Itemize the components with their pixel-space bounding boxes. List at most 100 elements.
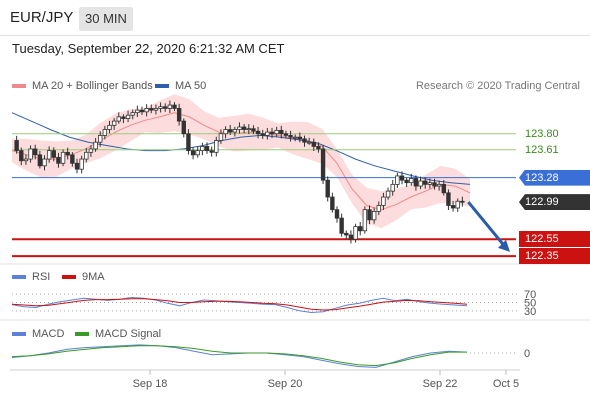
candle-body (432, 182, 437, 187)
candle-body (111, 120, 117, 126)
macd-signal-line (11, 345, 467, 367)
candle-body (237, 126, 242, 130)
candle-body (320, 148, 326, 181)
candle-body (172, 104, 177, 109)
legend-rsi-label: RSI (32, 271, 51, 283)
candle-body (139, 109, 145, 113)
candle-body (274, 129, 279, 135)
rsi-tick-label: 30 (524, 306, 536, 318)
time-axis-label: Sep 20 (268, 378, 303, 390)
level-label-pivot: 123.28 (519, 169, 590, 186)
candle-body (163, 106, 168, 109)
candle-body (74, 162, 80, 170)
candle-body (339, 217, 344, 234)
candle-body (204, 146, 210, 152)
forecast-arrow-line (467, 201, 508, 249)
rsi-line (11, 296, 468, 314)
candle-body (14, 140, 19, 152)
chart-header: EUR/JPY 30 MIN (0, 0, 590, 36)
candle-body (265, 131, 270, 136)
candle-body (65, 151, 70, 156)
timestamp: Tuesday, September 22, 2020 6:21:32 AM C… (12, 41, 285, 56)
candle-body (409, 178, 414, 184)
timeframe-badge[interactable]: 30 MIN (79, 7, 133, 31)
candle-body (84, 151, 89, 160)
level-label-current: 122.99 (519, 194, 590, 211)
legend-ma20-swatch (12, 84, 26, 88)
candle-body (209, 150, 214, 153)
candle-body (93, 141, 98, 150)
candle-body (334, 209, 340, 219)
currency-pair: EUR/JPY (10, 9, 74, 26)
candle-body (260, 133, 265, 136)
candle-body (46, 150, 52, 160)
legend-rsi: RSI (12, 271, 50, 283)
candle-body (107, 124, 112, 130)
candle-body (311, 141, 316, 147)
forecast-arrow-head (498, 239, 510, 252)
candle-body (232, 129, 238, 133)
candle-body (79, 158, 84, 170)
candle-body (246, 128, 251, 131)
bollinger-band (12, 94, 470, 229)
candle-body (33, 148, 38, 156)
candle-body (228, 129, 233, 133)
candle-body (200, 146, 205, 152)
candle-body (251, 128, 256, 132)
candle-body (116, 116, 121, 122)
legend-9ma: 9MA (62, 271, 105, 283)
legend-macd-signal-label: MACD Signal (95, 328, 162, 340)
candle-body (297, 136, 303, 140)
candle-body (241, 126, 247, 130)
candle-body (446, 192, 451, 206)
candle-body (195, 150, 200, 156)
candle-body (399, 175, 405, 181)
candle-body (283, 133, 289, 136)
candle-body (121, 116, 126, 119)
legend-ma20: MA 20 + Bollinger Bands (12, 80, 153, 92)
level-label-resistance: 123.61 (525, 143, 559, 156)
legend-ma50-label: MA 50 (175, 80, 207, 92)
candle-body (404, 179, 409, 184)
candle-body (88, 148, 94, 153)
candle-body (51, 150, 56, 158)
candle-body (255, 130, 261, 135)
candle-body (56, 156, 61, 164)
legend-macd-label: MACD (32, 328, 65, 340)
candle-body (19, 150, 24, 162)
candle-body (450, 205, 456, 209)
candle-body (288, 135, 293, 138)
legend-macd-signal-swatch (75, 332, 89, 336)
legend-rsi-swatch (12, 275, 26, 279)
ma20-line (11, 112, 471, 211)
candle-body (223, 129, 228, 135)
rsi-9ma-line (11, 298, 468, 311)
legend-macd-signal: MACD Signal (75, 328, 161, 340)
candle-body (70, 154, 75, 164)
candle-body (358, 226, 363, 232)
candle-body (190, 150, 196, 156)
legend-9ma-label: 9MA (82, 271, 105, 283)
candle-body (98, 135, 103, 143)
candle-body (60, 151, 66, 164)
candle-body (167, 104, 173, 109)
candle-body (441, 183, 446, 194)
candle-body (436, 183, 442, 187)
candle-body (371, 210, 377, 221)
candle-body (144, 108, 149, 113)
time-axis-label: Sep 22 (423, 378, 458, 390)
macd-line (11, 344, 468, 368)
candle-body (330, 196, 335, 211)
time-axis-label: Oct 5 (493, 378, 519, 390)
candle-body (102, 129, 108, 136)
candle-body (348, 234, 354, 240)
candle-body (130, 112, 135, 116)
candle-body (344, 232, 349, 236)
ma50-line (11, 112, 471, 185)
time-axis-label: Sep 18 (133, 378, 168, 390)
legend-macd: MACD (12, 328, 64, 340)
candle-body (362, 209, 368, 232)
legend-ma50: MA 50 (155, 80, 206, 92)
candle-body (302, 138, 307, 143)
